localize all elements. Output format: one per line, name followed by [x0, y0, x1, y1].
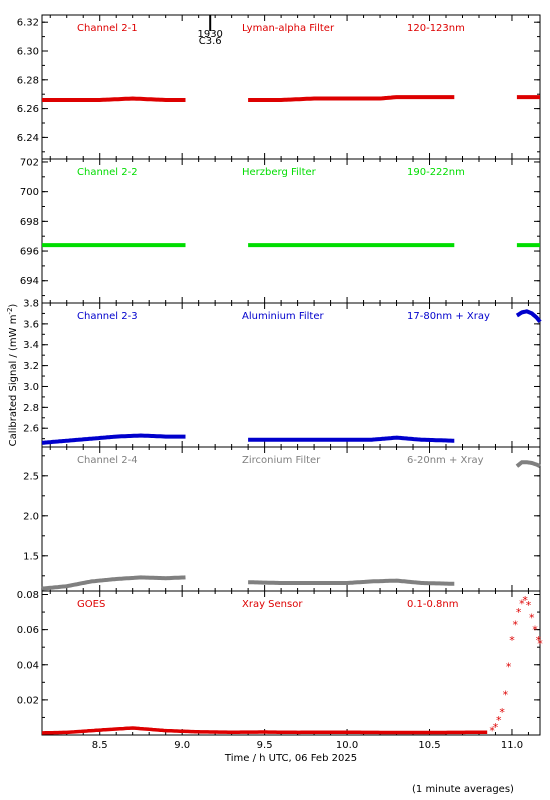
panel-1-ytick-label: 6.28 — [17, 75, 39, 86]
panel-3-series-1 — [41, 433, 186, 445]
panel-5-flare-point: * — [526, 599, 532, 612]
panel-5-frame — [41, 590, 541, 736]
panel-5-flare-point: * — [493, 721, 499, 734]
panel-5-band-label: 0.1-0.8nm — [407, 599, 459, 610]
panel-5-ytick-label: 0.08 — [17, 590, 39, 601]
panel-3-ytick-label: 2.8 — [23, 403, 39, 414]
panel-5-flare-point: * — [532, 624, 538, 637]
panel-1-ytick-label: 6.32 — [17, 18, 39, 29]
panel-1-frame — [41, 14, 541, 160]
flare-marker-time: 1930 — [197, 29, 222, 40]
panel-3-frame — [41, 302, 541, 448]
x-tick-label: 9.5 — [257, 740, 273, 751]
panel-4-series-2 — [248, 578, 455, 586]
panel-3-ytick-label: 3.2 — [23, 361, 39, 372]
panel-5-flare-point: * — [516, 606, 522, 619]
x-tick-label: 11.0 — [501, 740, 523, 751]
panel-3-ytick-label: 3.0 — [23, 382, 39, 393]
panel-2-ytick-label: 696 — [20, 247, 39, 258]
panel-4-filter-label: Zirconium Filter — [242, 455, 321, 466]
panel-5-channel-label: GOES — [77, 599, 105, 610]
x-tick-label: 8.5 — [92, 740, 108, 751]
panel-1-series-2 — [248, 95, 455, 102]
panel-5-ytick-label: 0.02 — [17, 695, 39, 706]
panel-1-ytick-label: 6.26 — [17, 104, 39, 115]
panel-5-flare-point: * — [529, 611, 535, 624]
panel-4-ytick-label: 2.0 — [23, 511, 39, 522]
panel-4-ytick-label: 1.5 — [23, 551, 39, 562]
panel-3-filter-label: Aluminium Filter — [242, 311, 325, 322]
panel-2-frame — [41, 158, 541, 304]
panel-2-ytick-label: 694 — [20, 276, 39, 287]
x-tick-label: 9.0 — [174, 740, 190, 751]
footnote: (1 minute averages) — [412, 784, 514, 795]
panel-4-ytick-label: 2.5 — [23, 471, 39, 482]
x-tick-label: 10.5 — [418, 740, 440, 751]
panel-5-flare-point: * — [506, 661, 512, 674]
x-tick-label: 10.0 — [336, 740, 358, 751]
panel-5-flare-point: * — [536, 634, 542, 647]
panel-3-ytick-label: 2.6 — [23, 424, 39, 435]
panel-1-channel-label: Channel 2-1 — [77, 23, 138, 34]
panel-2-channel-label: Channel 2-2 — [77, 167, 138, 178]
panel-3-series-2 — [248, 435, 455, 443]
panel-2-band-label: 190-222nm — [407, 167, 465, 178]
panel-5-flare-point: * — [513, 618, 519, 631]
panel-3-ytick-label: 3.6 — [23, 319, 39, 330]
panel-5-ytick-label: 0.04 — [17, 660, 39, 671]
x-axis-title: Time / h UTC, 06 Feb 2025 — [224, 753, 357, 764]
panel-3-channel-label: Channel 2-3 — [77, 311, 138, 322]
panel-1-series-1 — [42, 96, 186, 102]
panel-4-series-3 — [515, 460, 541, 468]
panel-5-flare-point: * — [489, 725, 495, 738]
panel-5-flare-point: * — [519, 597, 525, 610]
panel-5-flare-point: * — [537, 638, 543, 651]
panel-3-band-label: 17-80nm + Xray — [407, 311, 490, 322]
panel-1-filter-label: Lyman-alpha Filter — [242, 23, 335, 34]
panel-5-flare-point: * — [499, 706, 505, 719]
panel-5-filter-label: Xray Sensor — [242, 599, 303, 610]
panel-2-ytick-label: 698 — [20, 217, 39, 228]
panel-2-filter-label: Herzberg Filter — [242, 167, 317, 178]
panel-4-series-1 — [41, 575, 186, 591]
flare-marker-class: C3.6 — [199, 36, 222, 47]
panel-4-channel-label: Channel 2-4 — [77, 455, 138, 466]
panel-1-ytick-label: 6.30 — [17, 47, 39, 58]
panel-5-flare-point: * — [509, 634, 515, 647]
panel-5-flare-point: * — [503, 689, 509, 702]
panel-4-frame — [41, 446, 541, 592]
panel-4-band-label: 6-20nm + Xray — [407, 455, 484, 466]
panel-1-ytick-label: 6.24 — [17, 133, 39, 144]
panel-5-series-1 — [42, 726, 488, 735]
panel-3-series-3 — [515, 309, 542, 324]
panel-3-ytick-label: 3.4 — [23, 340, 39, 351]
y-axis-title: Calibrated Signal / (mW m-2) — [6, 304, 19, 447]
panel-2-ytick-label: 702 — [20, 157, 39, 168]
panel-5-flare-point: * — [496, 714, 502, 727]
panel-5-flare-point: * — [522, 594, 528, 607]
panel-5-ytick-label: 0.06 — [17, 625, 39, 636]
panel-1-band-label: 120-123nm — [407, 23, 465, 34]
panel-3-ytick-label: 3.8 — [23, 299, 39, 310]
panel-2-ytick-label: 700 — [20, 187, 39, 198]
